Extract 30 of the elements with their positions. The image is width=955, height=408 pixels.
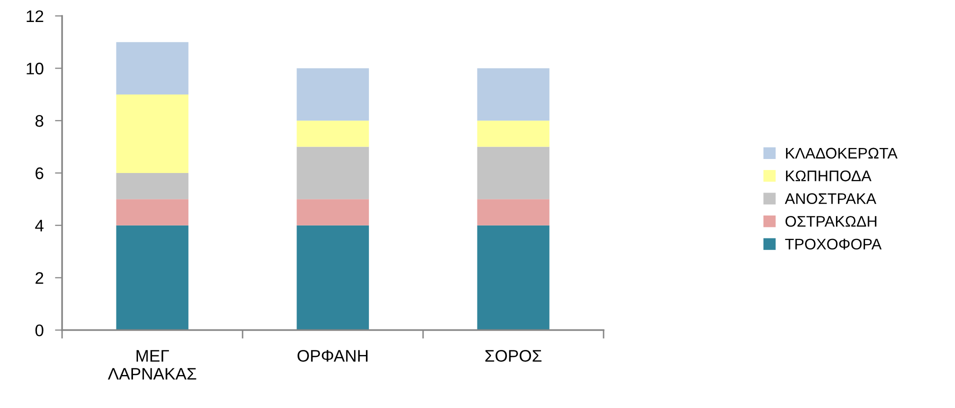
x-tick-label: ΣΟΡΟΣ xyxy=(485,350,542,362)
y-tick-label: 6 xyxy=(36,167,44,180)
x-tick-label: ΜΕΓ ΛΑΡΝΑΚΑΣ xyxy=(108,350,196,380)
bar xyxy=(477,199,550,226)
legend-label: ΤΡΟΧΟΦΟΡΑ xyxy=(785,238,882,250)
bar xyxy=(116,199,188,226)
bar xyxy=(116,42,188,94)
y-tick-label: 0 xyxy=(35,324,44,336)
bar xyxy=(116,172,188,200)
bar xyxy=(296,68,369,121)
y-tick-label: 12 xyxy=(26,10,44,22)
y-tick-label: 2 xyxy=(36,272,44,284)
y-tick-label: 10 xyxy=(26,62,44,74)
bar xyxy=(296,225,369,330)
bar xyxy=(477,120,550,147)
bar xyxy=(477,146,550,200)
legend-label: ΚΩΠΗΠΟΔΑ xyxy=(786,170,872,182)
bar xyxy=(116,225,188,330)
bar xyxy=(477,68,550,121)
bar xyxy=(296,199,369,226)
legend-label: ΟΣΤΡΑΚΩΔΗ xyxy=(786,216,876,227)
y-tick-label: 4 xyxy=(35,220,44,232)
bar xyxy=(296,120,369,147)
x-tick-label: ΟΡΦΑΝΗ xyxy=(298,350,368,362)
bar xyxy=(477,225,550,330)
y-tick-label: 8 xyxy=(35,115,44,127)
legend-label: ΚΛΑΔΟΚΕΡΩΤΑ xyxy=(786,148,898,159)
legend-label: ΑΝΟΣΤΡΑΚΑ xyxy=(784,193,876,204)
bar xyxy=(116,94,188,173)
bar xyxy=(296,146,369,200)
